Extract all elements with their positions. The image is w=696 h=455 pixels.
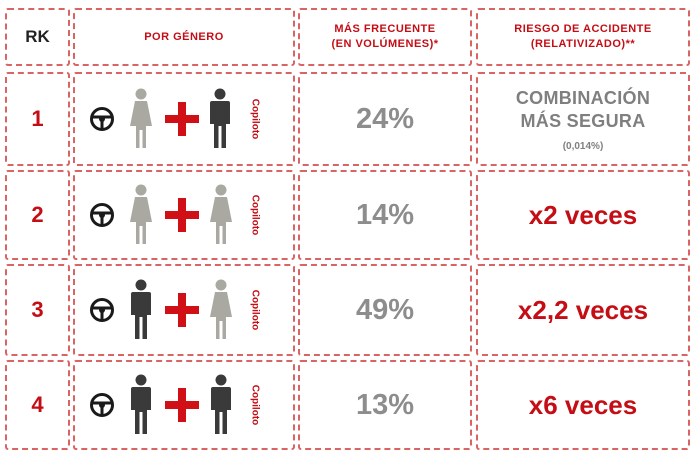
male-driver-icon xyxy=(130,279,152,341)
risk-line1: COMBINACIÓN xyxy=(515,87,651,108)
row-share: 14% xyxy=(355,198,415,231)
male-copilot-icon xyxy=(209,88,231,150)
female-driver-icon xyxy=(129,88,153,150)
steering-wheel-icon xyxy=(89,297,115,323)
row-2-icon-group: Copiloto xyxy=(79,175,289,255)
row-1-share-cell: 24% xyxy=(298,72,472,166)
row-rank: 4 xyxy=(31,392,44,417)
row-risk: x2,2 veces xyxy=(517,294,649,325)
row-1-risk-cell: COMBINACIÓN MÁS SEGURA (0,014%) xyxy=(476,72,690,166)
copilot-label: Copiloto xyxy=(249,194,261,236)
row-2-rank-cell: 2 xyxy=(5,170,70,260)
row-risk: x2 veces xyxy=(528,199,638,230)
header-frequent-cell: MÁS FRECUENTE (EN VOLÚMENES)* xyxy=(298,8,472,66)
steering-wheel-icon xyxy=(89,392,115,418)
row-4-gender-cell: Copiloto xyxy=(73,360,295,450)
row-3-gender-cell: Copiloto xyxy=(73,264,295,356)
row-1-rank-cell: 1 xyxy=(5,72,70,166)
row-1-icon-group: Copiloto xyxy=(79,79,289,159)
copilot-label: Copiloto xyxy=(249,98,261,140)
header-gender-cell: POR GÉNERO xyxy=(73,8,295,66)
header-risk-cell: RIESGO DE ACCIDENTE (RELATIVIZADO)** xyxy=(476,8,690,66)
row-rank: 2 xyxy=(31,202,44,227)
header-risk-line1: RIESGO DE ACCIDENTE xyxy=(514,23,652,35)
male-copilot-icon xyxy=(210,374,232,436)
male-driver-icon xyxy=(130,374,152,436)
header-risk-line2: (RELATIVIZADO)** xyxy=(530,38,636,50)
row-2-gender-cell: Copiloto xyxy=(73,170,295,260)
row-4-rank-cell: 4 xyxy=(5,360,70,450)
row-4-icon-group: Copiloto xyxy=(79,365,289,445)
risk-note: (0,014%) xyxy=(562,140,604,152)
row-share: 49% xyxy=(355,293,415,326)
female-copilot-icon xyxy=(209,279,233,341)
plus-icon xyxy=(165,293,199,327)
female-copilot-icon xyxy=(209,184,233,246)
plus-icon xyxy=(165,198,199,232)
row-rank: 3 xyxy=(31,297,44,322)
header-gender-label: POR GÉNERO xyxy=(144,30,224,43)
header-rank-cell: RK xyxy=(5,8,70,66)
row-rank: 1 xyxy=(31,106,44,131)
row-risk: x6 veces xyxy=(528,389,638,420)
steering-wheel-icon xyxy=(89,106,115,132)
plus-icon xyxy=(165,102,199,136)
copilot-label: Copiloto xyxy=(249,384,261,426)
steering-wheel-icon xyxy=(89,202,115,228)
row-3-share-cell: 49% xyxy=(298,264,472,356)
header-frequent-line1: MÁS FRECUENTE xyxy=(334,23,436,35)
row-4-risk-cell: x6 veces xyxy=(476,360,690,450)
plus-icon xyxy=(165,388,199,422)
row-1-gender-cell: Copiloto xyxy=(73,72,295,166)
risk-line2: MÁS SEGURA xyxy=(520,110,646,131)
row-4-share-cell: 13% xyxy=(298,360,472,450)
row-share: 24% xyxy=(355,102,415,135)
copilot-label: Copiloto xyxy=(249,289,261,331)
row-share: 13% xyxy=(355,388,415,421)
row-3-rank-cell: 3 xyxy=(5,264,70,356)
header-rank-label: RK xyxy=(25,27,50,46)
row-3-icon-group: Copiloto xyxy=(79,270,289,350)
row-2-share-cell: 14% xyxy=(298,170,472,260)
header-frequent-line2: (EN VOLÚMENES)* xyxy=(331,38,439,50)
female-driver-icon xyxy=(129,184,153,246)
row-2-risk-cell: x2 veces xyxy=(476,170,690,260)
row-3-risk-cell: x2,2 veces xyxy=(476,264,690,356)
